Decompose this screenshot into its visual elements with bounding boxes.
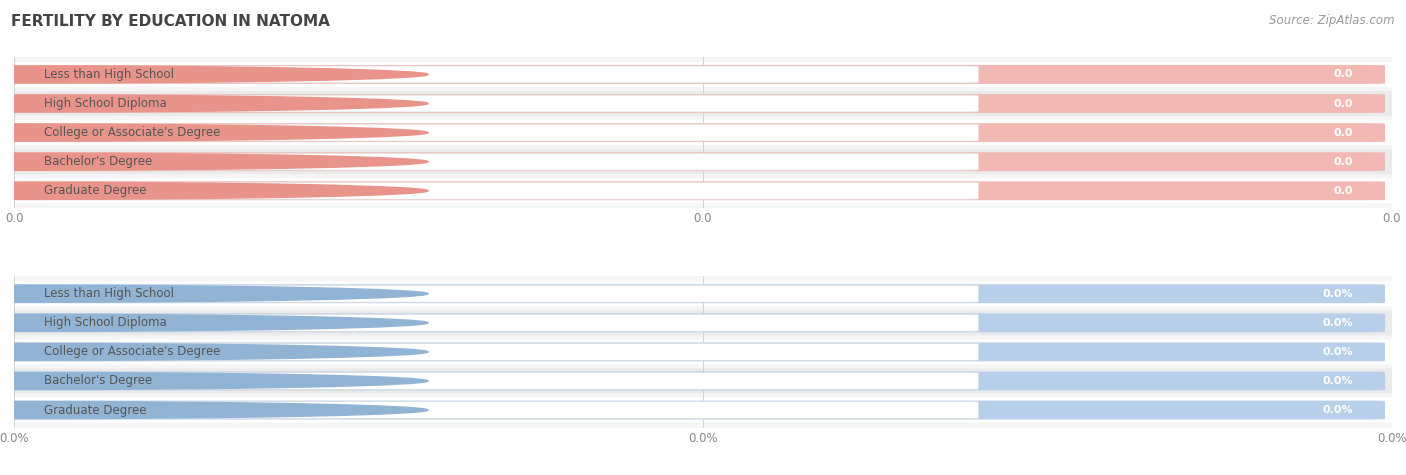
Text: Graduate Degree: Graduate Degree <box>45 184 146 197</box>
FancyBboxPatch shape <box>0 181 1385 200</box>
FancyBboxPatch shape <box>0 342 1385 361</box>
FancyBboxPatch shape <box>0 120 1406 145</box>
Text: 0.0%: 0.0% <box>1323 318 1354 328</box>
Text: College or Associate's Degree: College or Associate's Degree <box>45 345 221 359</box>
Circle shape <box>0 153 427 170</box>
Text: High School Diploma: High School Diploma <box>45 316 167 329</box>
FancyBboxPatch shape <box>6 402 979 418</box>
Circle shape <box>0 401 427 418</box>
Circle shape <box>0 182 427 200</box>
FancyBboxPatch shape <box>6 285 979 302</box>
FancyBboxPatch shape <box>6 372 979 390</box>
FancyBboxPatch shape <box>0 310 1406 335</box>
FancyBboxPatch shape <box>0 371 1385 390</box>
FancyBboxPatch shape <box>0 369 1406 393</box>
FancyBboxPatch shape <box>6 124 979 141</box>
FancyBboxPatch shape <box>0 178 1406 203</box>
Circle shape <box>0 343 427 361</box>
Text: 0.0%: 0.0% <box>1323 405 1354 415</box>
Text: FERTILITY BY EDUCATION IN NATOMA: FERTILITY BY EDUCATION IN NATOMA <box>11 14 330 29</box>
FancyBboxPatch shape <box>0 314 1385 332</box>
FancyBboxPatch shape <box>0 152 1385 171</box>
Text: 0.0: 0.0 <box>1334 186 1354 196</box>
Text: 0.0%: 0.0% <box>1323 347 1354 357</box>
Text: 0.0%: 0.0% <box>1323 376 1354 386</box>
Text: Less than High School: Less than High School <box>45 287 174 300</box>
FancyBboxPatch shape <box>0 62 1406 87</box>
Text: 0.0: 0.0 <box>1334 157 1354 167</box>
Text: Graduate Degree: Graduate Degree <box>45 404 146 417</box>
Text: 0.0: 0.0 <box>1334 98 1354 108</box>
Text: Less than High School: Less than High School <box>45 68 174 81</box>
FancyBboxPatch shape <box>0 281 1406 306</box>
FancyBboxPatch shape <box>6 95 979 112</box>
FancyBboxPatch shape <box>0 284 1385 303</box>
Circle shape <box>0 95 427 112</box>
FancyBboxPatch shape <box>0 400 1385 419</box>
Text: 0.0%: 0.0% <box>1323 289 1354 299</box>
Text: College or Associate's Degree: College or Associate's Degree <box>45 126 221 139</box>
Circle shape <box>0 372 427 390</box>
Circle shape <box>0 285 427 302</box>
Text: Bachelor's Degree: Bachelor's Degree <box>45 374 153 388</box>
FancyBboxPatch shape <box>6 153 979 170</box>
Text: High School Diploma: High School Diploma <box>45 97 167 110</box>
FancyBboxPatch shape <box>0 149 1406 174</box>
FancyBboxPatch shape <box>0 123 1385 142</box>
FancyBboxPatch shape <box>0 65 1385 84</box>
FancyBboxPatch shape <box>0 94 1385 113</box>
Circle shape <box>0 66 427 83</box>
FancyBboxPatch shape <box>6 343 979 361</box>
Text: Source: ZipAtlas.com: Source: ZipAtlas.com <box>1270 14 1395 27</box>
Text: Bachelor's Degree: Bachelor's Degree <box>45 155 153 168</box>
FancyBboxPatch shape <box>0 398 1406 423</box>
FancyBboxPatch shape <box>0 339 1406 364</box>
FancyBboxPatch shape <box>6 182 979 199</box>
FancyBboxPatch shape <box>6 314 979 331</box>
FancyBboxPatch shape <box>6 66 979 83</box>
Text: 0.0: 0.0 <box>1334 128 1354 138</box>
Circle shape <box>0 314 427 332</box>
FancyBboxPatch shape <box>0 91 1406 116</box>
Text: 0.0: 0.0 <box>1334 69 1354 79</box>
Circle shape <box>0 124 427 141</box>
